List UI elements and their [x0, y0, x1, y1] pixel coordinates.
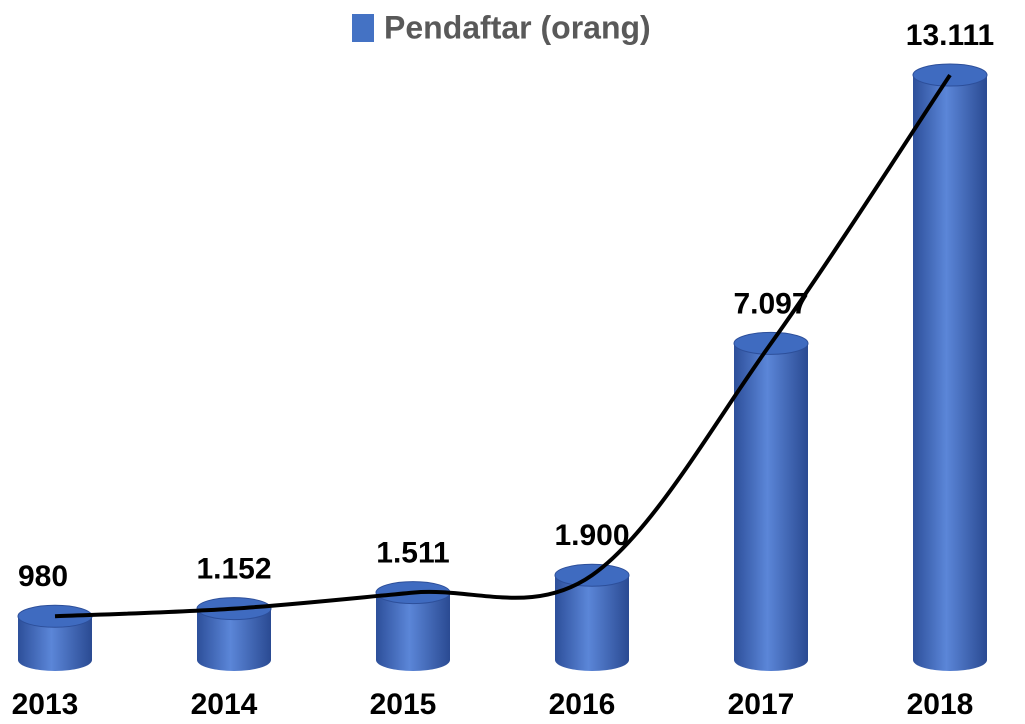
- x-tick-label: 2015: [370, 688, 437, 721]
- value-label: 1.511: [376, 537, 449, 570]
- x-tick-label: 2017: [728, 688, 795, 721]
- bar: [734, 343, 808, 671]
- legend-swatch: [352, 14, 374, 42]
- value-label: 1.152: [196, 553, 271, 586]
- bar: [376, 592, 450, 671]
- legend-label: Pendaftar (orang): [384, 9, 651, 45]
- x-tick-label: 2016: [549, 688, 616, 721]
- trend-line: [54, 73, 952, 619]
- value-label: 1.900: [554, 519, 629, 552]
- value-label: 7.097: [733, 287, 808, 320]
- bar: [913, 75, 987, 671]
- bar: [18, 616, 92, 671]
- x-tick-label: 2014: [191, 688, 258, 721]
- x-tick-label: 2018: [907, 688, 974, 721]
- value-label: 980: [18, 560, 68, 593]
- value-label: 13.111: [906, 19, 994, 52]
- x-tick-label: 2013: [12, 688, 79, 721]
- bar: [197, 608, 271, 671]
- bar: [555, 575, 629, 671]
